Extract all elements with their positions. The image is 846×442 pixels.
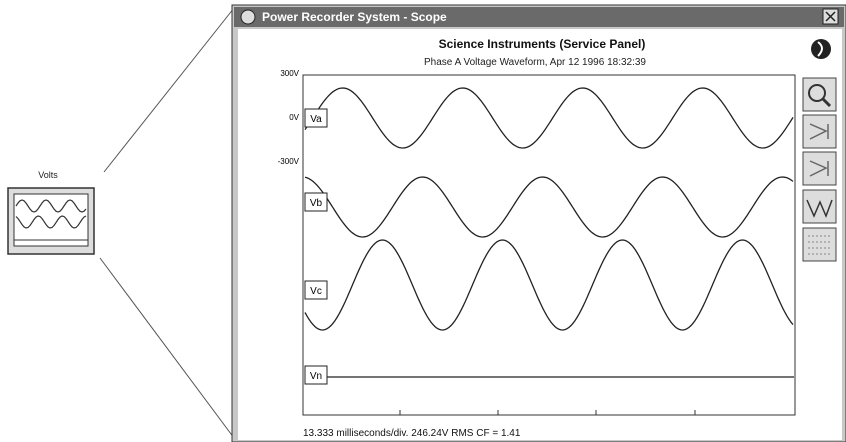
close-button[interactable]: [823, 9, 838, 24]
toolbar: [803, 78, 836, 261]
tool-button[interactable]: [803, 190, 836, 223]
thumbnail-icon[interactable]: [8, 188, 94, 254]
zoom-line: [104, 8, 234, 172]
window-icon: [241, 10, 255, 24]
button-face: [803, 78, 836, 111]
chart-heading: Science Instruments (Service Panel): [439, 37, 646, 51]
channel-label: Vn: [310, 371, 322, 382]
button-face: [803, 228, 836, 261]
button-face: [803, 152, 836, 185]
channel-label: Vc: [310, 286, 322, 297]
zoom-line: [100, 258, 234, 438]
tool-button[interactable]: [803, 115, 836, 148]
icon-label: Volts: [38, 170, 58, 180]
plot-area: [303, 75, 795, 415]
axis-label: -300V: [278, 157, 300, 166]
tool-button[interactable]: [803, 78, 836, 111]
scope-scene: Volts Power Recorder System - Scope Scie…: [0, 0, 846, 442]
button-face: [803, 115, 836, 148]
channel-label: Vb: [310, 198, 323, 209]
button-face: [803, 190, 836, 223]
chart-subheading: Phase A Voltage Waveform, Apr 12 1996 18…: [424, 57, 646, 68]
channel-label: Va: [310, 114, 322, 125]
footer-status: 13.333 milliseconds/div. 246.24V RMS CF …: [303, 428, 521, 439]
axis-label: 0V: [289, 113, 299, 122]
screen: Volts Power Recorder System - Scope Scie…: [0, 0, 846, 442]
tool-button[interactable]: [803, 228, 836, 261]
tool-button[interactable]: [803, 152, 836, 185]
window-title: Power Recorder System - Scope: [262, 10, 447, 24]
axis-label: 300V: [280, 69, 299, 78]
logo: [811, 39, 831, 59]
